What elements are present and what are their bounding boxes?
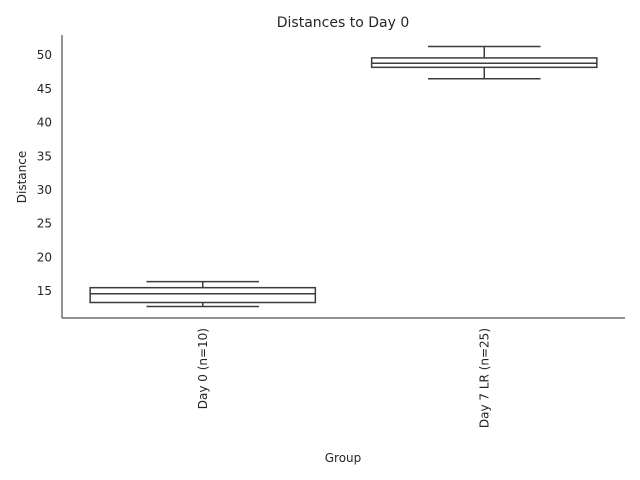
y-tick-label: 20 <box>37 250 52 264</box>
x-tick-label: Day 0 (n=10) <box>196 328 210 409</box>
box-group <box>370 45 598 80</box>
x-ticks: Day 0 (n=10) Day 7 LR (n=25) <box>196 328 492 428</box>
boxes <box>89 45 598 308</box>
y-tick-label: 35 <box>37 149 52 163</box>
y-tick-label: 40 <box>37 116 52 130</box>
chart-title: Distances to Day 0 <box>277 15 409 31</box>
y-ticks: 15 20 25 30 35 40 45 50 <box>37 48 52 298</box>
y-tick-label: 30 <box>37 183 52 197</box>
box-iqr <box>89 286 317 304</box>
y-tick-label: 50 <box>37 48 52 62</box>
x-tick-label: Day 7 LR (n=25) <box>477 328 491 428</box>
y-tick-label: 25 <box>37 217 52 231</box>
y-tick-label: 45 <box>37 82 52 96</box>
box-group <box>89 280 317 308</box>
x-axis-label: Group <box>325 451 362 465</box>
y-axis-label: Distance <box>15 151 29 203</box>
y-tick-label: 15 <box>37 284 52 298</box>
